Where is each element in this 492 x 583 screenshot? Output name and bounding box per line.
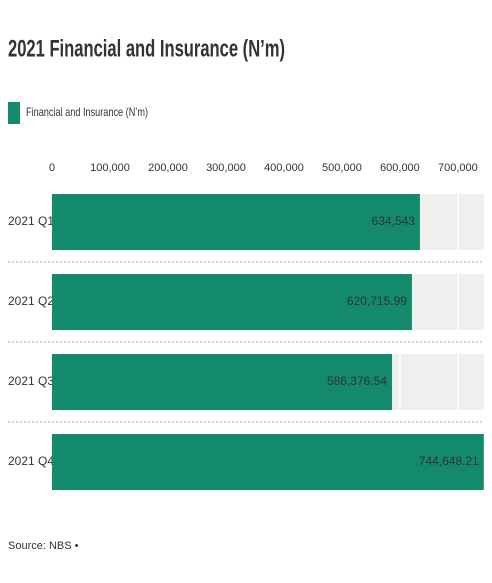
x-tick-label: 0 [49, 162, 55, 174]
x-tick-label: 200,000 [148, 162, 188, 174]
y-tick-label: 2021 Q1 [8, 214, 54, 228]
legend-swatch [8, 102, 20, 124]
value-label: 634,543 [372, 214, 416, 228]
source: Source: NBS • [8, 540, 79, 552]
bar [52, 274, 412, 330]
x-tick-label: 600,000 [380, 162, 420, 174]
bar [52, 434, 484, 490]
bar [52, 354, 393, 410]
y-tick-label: 2021 Q2 [8, 294, 54, 308]
x-tick-label: 400,000 [264, 162, 304, 174]
y-tick-label: 2021 Q4 [8, 454, 54, 468]
x-tick-label: 100,000 [90, 162, 130, 174]
value-label: 586,376.54 [327, 374, 387, 388]
legend-label: Financial and Insurance (N’m) [26, 105, 148, 119]
x-tick-label: 300,000 [206, 162, 246, 174]
value-label: 620,715.99 [347, 294, 407, 308]
value-label: 744,648.21 [419, 454, 479, 468]
y-tick-label: 2021 Q3 [8, 374, 54, 388]
x-tick-label: 500,000 [322, 162, 362, 174]
bar [52, 194, 420, 250]
x-tick-label: 700,000 [438, 162, 478, 174]
chart-title: 2021 Financial and Insurance (N’m) [8, 35, 285, 62]
